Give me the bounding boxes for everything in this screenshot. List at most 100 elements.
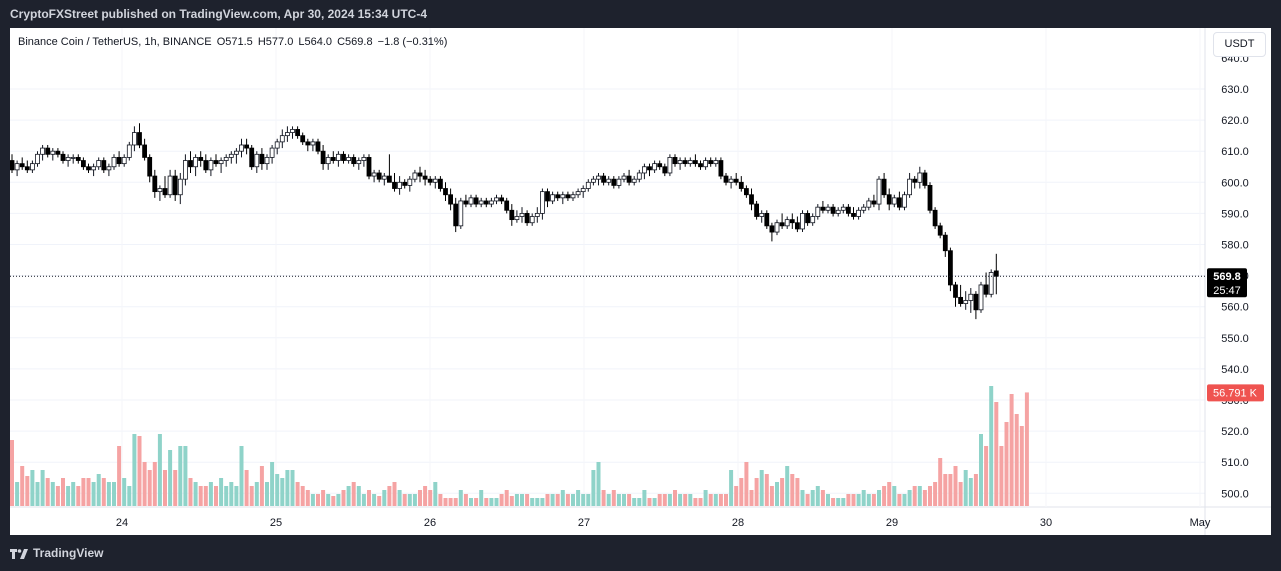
candle-body	[779, 222, 785, 227]
candle-body	[978, 284, 984, 311]
candle-body	[203, 160, 209, 171]
chart-frame[interactable]: 500.0510.0520.0530.0540.0550.0560.0570.0…	[10, 28, 1271, 535]
tradingview-footer[interactable]: TradingView	[10, 544, 103, 562]
volume-bar	[933, 482, 938, 506]
candle-body	[274, 141, 280, 149]
candle-body	[988, 272, 994, 295]
volume-bar	[193, 482, 198, 506]
candle-body	[744, 188, 749, 196]
candle-body	[96, 160, 102, 168]
volume-bar	[275, 474, 280, 506]
volume-bar	[673, 490, 677, 506]
volume-bar	[321, 490, 326, 506]
price-tick-label: 520.0	[1221, 426, 1249, 438]
volume-bar	[183, 446, 188, 506]
candle-body	[540, 191, 545, 214]
volume-bar	[856, 494, 861, 506]
publish-info: CryptoFXStreet published on TradingView.…	[10, 7, 427, 21]
candle-body	[871, 200, 877, 205]
candle-body	[973, 293, 979, 311]
volume-bar	[412, 494, 417, 506]
candle-body	[922, 172, 928, 186]
candle-body	[580, 188, 586, 193]
candle-body	[86, 166, 91, 171]
volume-bar	[586, 494, 591, 506]
candle-body	[330, 157, 336, 161]
volume-bar	[448, 498, 453, 506]
candle-body	[565, 194, 571, 199]
candle-body	[259, 153, 265, 165]
candle-body	[524, 212, 530, 224]
volume-bar	[892, 486, 897, 506]
candle-body	[897, 197, 902, 208]
candle-body	[907, 178, 912, 196]
symbol-name[interactable]: Binance Coin / TetherUS, 1h, BINANCE	[18, 36, 212, 48]
candle-body	[529, 216, 535, 224]
time-tick-label: 27	[578, 517, 590, 529]
volume-bar	[963, 470, 968, 506]
volume-bar	[810, 490, 815, 506]
volume-bar	[428, 490, 433, 506]
volume-bar	[392, 482, 397, 506]
candle-body	[585, 181, 591, 189]
candle-body	[677, 160, 683, 165]
candle-body	[728, 178, 734, 183]
candle-body	[244, 144, 250, 149]
volume-bar	[305, 490, 310, 506]
candle-body	[397, 181, 403, 189]
candle-body	[876, 178, 882, 205]
candle-body	[310, 141, 316, 146]
candle-body	[764, 212, 770, 227]
volume-bar	[494, 498, 499, 506]
volume-bar	[152, 462, 157, 506]
volume-bar	[560, 490, 565, 506]
volume-bar	[81, 478, 86, 506]
time-tick-label: 25	[270, 517, 282, 529]
candle-body	[381, 175, 387, 180]
volume-bar	[953, 466, 958, 506]
volume-bar	[525, 494, 530, 506]
volume-bar	[239, 446, 244, 506]
candle-body	[499, 197, 505, 202]
volume-bar	[61, 478, 65, 506]
volume-bar	[795, 478, 800, 506]
volume-bar	[168, 450, 173, 506]
volume-bar	[326, 494, 331, 506]
candle-body	[437, 178, 443, 189]
candle-body	[458, 200, 464, 227]
volume-bar	[265, 482, 269, 506]
candle-body	[448, 194, 454, 205]
volume-bar	[208, 482, 213, 506]
candle-body	[198, 157, 204, 161]
candle-body	[65, 157, 71, 161]
volume-bar	[66, 486, 71, 506]
candle-body	[509, 209, 515, 221]
volume-bar	[407, 494, 412, 506]
candle-body	[188, 160, 193, 168]
volume-bar	[596, 462, 601, 506]
candle-body	[591, 178, 596, 183]
candlestick-chart[interactable]: 500.0510.0520.0530.0540.0550.0560.0570.0…	[10, 28, 1271, 535]
candle-body	[427, 178, 433, 183]
candle-body	[835, 209, 841, 214]
volume-bar	[871, 494, 876, 506]
volume-bar	[968, 478, 973, 506]
candle-body	[963, 300, 969, 304]
candle-body	[759, 212, 765, 217]
currency-button[interactable]: USDT	[1213, 32, 1266, 57]
volume-bar	[458, 490, 463, 506]
candle-body	[616, 178, 622, 186]
candle-body	[453, 203, 459, 227]
candle-body	[386, 175, 392, 183]
volume-bar	[443, 498, 448, 506]
volume-bar	[973, 474, 978, 506]
volume-bar	[764, 474, 769, 506]
candle-body	[422, 175, 428, 180]
candle-body	[341, 153, 346, 161]
candle-body	[682, 160, 688, 165]
volume-bar	[499, 494, 504, 506]
volume-bar	[356, 486, 361, 506]
candle-body	[942, 234, 948, 252]
volume-bar	[836, 498, 841, 506]
candle-body	[315, 141, 321, 152]
